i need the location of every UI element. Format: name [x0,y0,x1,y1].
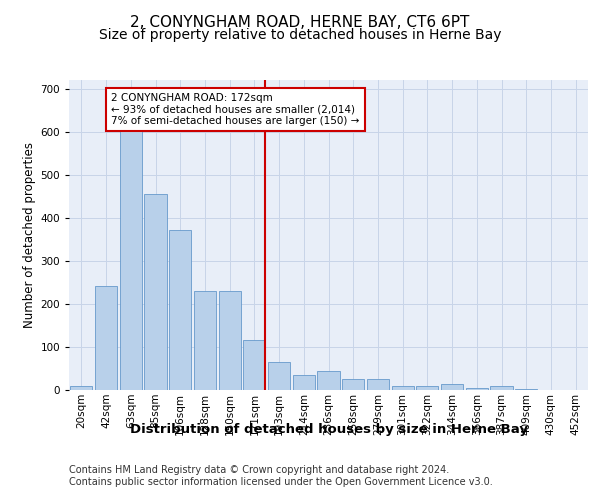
Bar [293,375,315,390]
Bar [95,286,117,390]
Bar [441,384,463,390]
Bar [317,370,340,390]
Bar [466,388,488,390]
Text: Contains HM Land Registry data © Crown copyright and database right 2024.
Contai: Contains HM Land Registry data © Crown c… [69,465,493,486]
Bar [119,128,142,390]
Text: Distribution of detached houses by size in Herne Bay: Distribution of detached houses by size … [130,422,528,436]
Bar [243,340,265,390]
Text: 2 CONYNGHAM ROAD: 172sqm
← 93% of detached houses are smaller (2,014)
7% of semi: 2 CONYNGHAM ROAD: 172sqm ← 93% of detach… [111,93,359,126]
Y-axis label: Number of detached properties: Number of detached properties [23,142,36,328]
Bar [416,386,439,390]
Bar [70,386,92,390]
Text: 2, CONYNGHAM ROAD, HERNE BAY, CT6 6PT: 2, CONYNGHAM ROAD, HERNE BAY, CT6 6PT [130,15,470,30]
Bar [218,291,241,390]
Bar [342,379,364,390]
Bar [367,379,389,390]
Text: Size of property relative to detached houses in Herne Bay: Size of property relative to detached ho… [99,28,501,42]
Bar [169,230,191,390]
Bar [268,362,290,390]
Bar [145,194,167,390]
Bar [490,386,512,390]
Bar [515,388,538,390]
Bar [392,386,414,390]
Bar [194,291,216,390]
